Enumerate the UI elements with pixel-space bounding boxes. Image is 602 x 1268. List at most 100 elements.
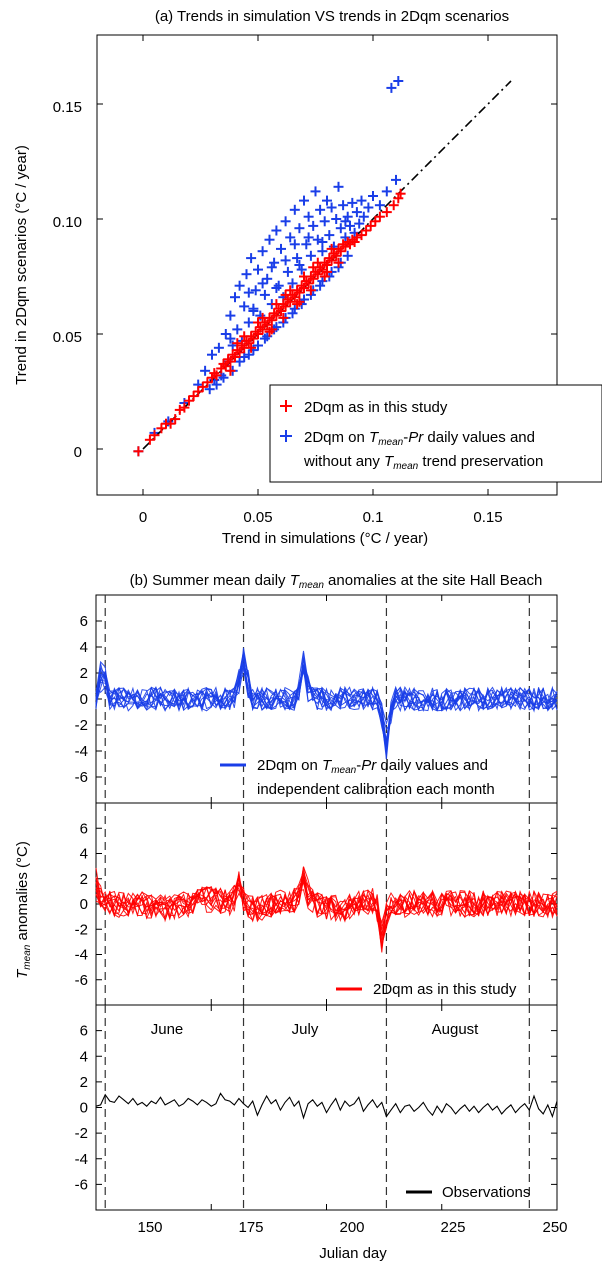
blue-plus-marker [356,195,367,206]
red-plus-marker [262,319,273,330]
red-plus-marker [202,377,213,388]
red-plus-marker [271,310,282,321]
red-plus-marker [328,248,339,259]
blue-plus-marker [294,223,305,234]
blue-plus-marker [292,253,303,264]
red-plus-marker [296,280,307,291]
y-tick-label: 0 [80,691,88,708]
y-tick-label: 4 [80,639,88,656]
red-plus-marker [227,349,238,360]
red-plus-marker [333,257,344,268]
timeseries-x-tick-label: 200 [339,1219,364,1236]
red-plus-marker [301,276,312,287]
red-plus-marker [253,329,263,339]
red-plus-marker [285,296,296,307]
blue-plus-marker [368,191,378,201]
blue-plus-marker [363,202,374,213]
blue-plus-marker [225,333,236,344]
blue-plus-marker [248,306,259,316]
red-plus-marker [308,262,319,273]
scatter-plot-area [133,76,512,457]
blue-plus-marker [200,365,211,376]
red-plus-marker [317,264,328,275]
y-tick-label: 0 [80,896,88,913]
legend-blue-label-line2: independent calibration each month [257,781,495,798]
y-tick-label: -2 [75,1125,88,1142]
y-tick-label: 4 [80,846,88,863]
red-plus-marker [144,434,155,445]
timeseries-y-axis-label: Tmean anomalies (°C) [14,841,33,979]
scatter-y-tick-labels: 0 0.05 0.10 0.15 [53,99,82,461]
red-plus-marker [331,250,342,261]
blue-plus-marker [358,211,369,222]
red-plus-marker [230,352,240,362]
red-plus-marker [388,200,399,211]
y-tick-label: 4 [80,1048,88,1065]
red-plus-marker [253,317,263,328]
timeseries-x-tick-label: 225 [440,1219,465,1236]
blue-plus-marker [345,220,355,231]
red-plus-marker [234,347,245,358]
red-plus-marker [365,220,376,231]
month-label-july: July [292,1021,319,1038]
y-tick-label: 2 [80,871,88,888]
red-plus-marker [236,340,247,351]
blue-plus-marker [266,262,277,273]
blue-plus-marker [319,216,330,227]
red-plus-marker [149,430,160,441]
red-plus-marker [319,271,330,282]
blue-plus-marker [289,204,300,215]
red-plus-marker [207,372,217,383]
blue-plus-marker [340,232,351,243]
red-plus-marker [225,365,236,376]
red-plus-marker [273,303,284,314]
timeseries-x-tick-label: 175 [238,1219,263,1236]
scatter-x-axis-label: Trend in simulations (°C / year) [222,530,428,547]
blue-plus-marker [324,230,335,241]
blue-plus-marker [310,186,321,197]
blue-plus-marker [312,234,323,245]
blue-plus-marker [262,273,273,284]
scatter-x-tick-label: 0.15 [473,509,502,526]
red-plus-marker [257,312,268,323]
red-plus-marker [239,331,250,342]
red-plus-marker [255,322,266,333]
red-plus-marker [340,241,351,252]
blue-plus-marker [303,211,314,222]
blue-plus-marker [393,76,404,86]
scatter-x-tick-label: 0 [139,509,147,526]
red-plus-marker [211,370,222,381]
blue-plus-marker [230,292,240,303]
red-plus-marker [225,356,236,367]
red-plus-marker [347,234,358,245]
red-plus-marker [370,216,381,227]
blue-plus-marker [289,303,300,314]
blue-plus-marker [264,234,275,245]
blue-plus-marker [253,264,263,275]
blue-plus-marker [257,278,268,289]
blue-plus-marker [317,246,328,257]
timeseries-panel-blue: 6 4 2 0 -2 -4 -6 [75,594,558,804]
red-plus-marker [170,414,181,425]
red-plus-marker [299,283,309,293]
blue-plus-marker [289,239,300,250]
y-tick-label: -6 [75,972,88,989]
blue-plus-marker [294,260,305,270]
blue-plus-marker [234,280,245,291]
y-tick-label: -2 [75,921,88,938]
month-label-june: June [151,1021,184,1038]
scatter-title: (a) Trends in simulation VS trends in 2D… [155,8,509,25]
red-plus-marker [179,402,190,413]
blue-plus-marker [326,202,337,213]
ensemble-line [95,879,558,947]
red-plus-marker [294,296,305,307]
red-plus-marker [289,292,300,303]
red-plus-marker [280,289,291,300]
blue-plus-marker [271,225,282,236]
scatter-y-tick-label: 0.10 [53,214,82,231]
red-plus-marker [165,418,176,429]
y-tick-label: -4 [75,947,88,964]
scatter-y-axis-label: Trend in 2Dqm scenarios (°C / year) [13,145,30,385]
blue-plus-marker [259,289,270,300]
red-plus-marker [243,338,254,349]
